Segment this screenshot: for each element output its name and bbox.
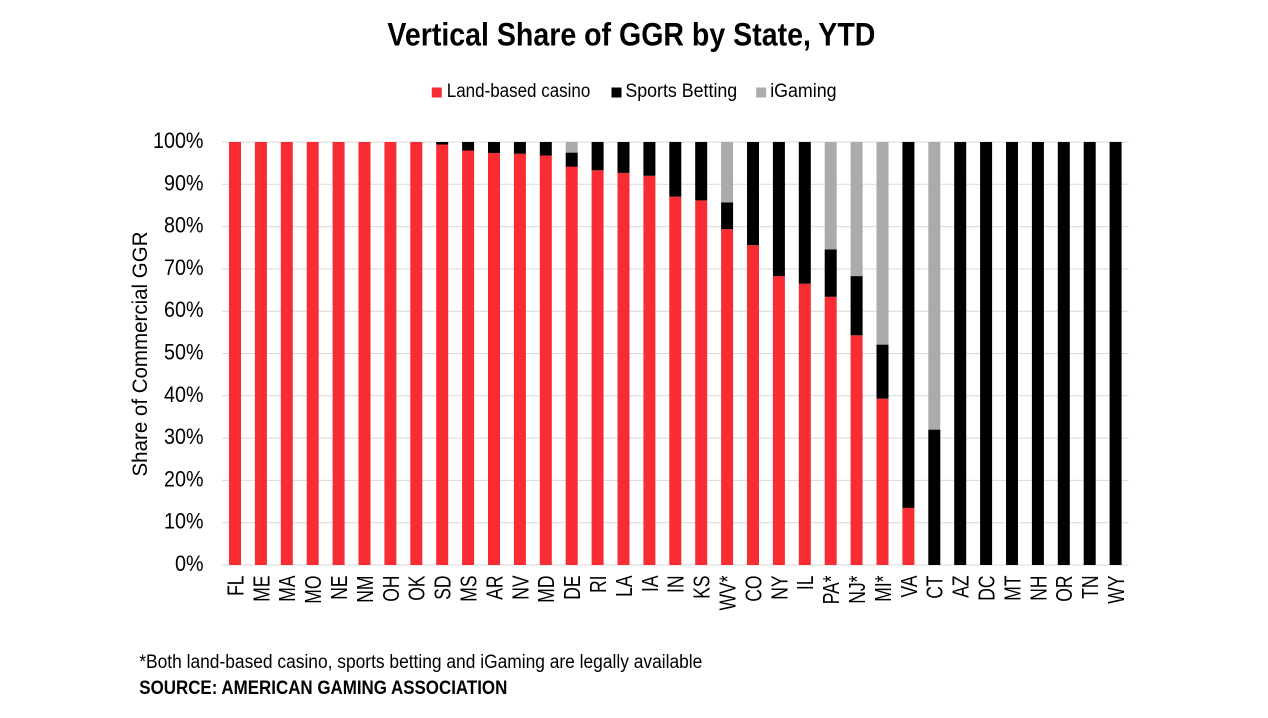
svg-text:MT: MT: [999, 575, 1025, 600]
svg-text:90%: 90%: [164, 170, 204, 195]
svg-text:LA: LA: [611, 575, 637, 597]
svg-text:RI: RI: [585, 576, 611, 594]
svg-text:MD: MD: [533, 576, 559, 603]
svg-text:VA: VA: [896, 575, 922, 597]
svg-text:MS: MS: [456, 576, 482, 602]
svg-text:AZ: AZ: [948, 576, 974, 598]
svg-text:0%: 0%: [175, 551, 204, 576]
svg-text:TN: TN: [1077, 576, 1103, 599]
svg-text:50%: 50%: [164, 340, 204, 365]
svg-text:SD: SD: [430, 576, 456, 600]
svg-text:WY: WY: [1103, 576, 1129, 604]
svg-text:PA*: PA*: [818, 575, 844, 604]
svg-text:Sports Betting: Sports Betting: [625, 81, 737, 102]
svg-text:NV: NV: [507, 575, 533, 600]
svg-text:Share of Commercial GGR: Share of Commercial GGR: [129, 232, 152, 477]
svg-text:20%: 20%: [164, 466, 204, 491]
svg-text:IN: IN: [663, 576, 689, 594]
svg-text:MA: MA: [274, 575, 300, 602]
svg-text:70%: 70%: [164, 255, 204, 280]
svg-text:30%: 30%: [164, 424, 204, 449]
svg-text:MO: MO: [300, 576, 326, 604]
svg-text:10%: 10%: [164, 509, 204, 534]
svg-text:AR: AR: [481, 576, 507, 600]
svg-text:DE: DE: [559, 576, 585, 600]
svg-text:Land-based casino: Land-based casino: [447, 81, 591, 102]
svg-text:SOURCE: AMERICAN GAMING ASSOCI: SOURCE: AMERICAN GAMING ASSOCIATION: [139, 677, 507, 699]
svg-text:OK: OK: [404, 575, 430, 601]
svg-text:ME: ME: [248, 576, 274, 602]
svg-text:*Both land-based casino, sport: *Both land-based casino, sports betting …: [139, 652, 702, 673]
svg-text:NM: NM: [352, 576, 378, 603]
svg-text:NE: NE: [326, 576, 352, 600]
svg-text:IL: IL: [792, 575, 818, 590]
svg-text:80%: 80%: [164, 213, 204, 238]
svg-text:CT: CT: [922, 576, 948, 599]
svg-text:OR: OR: [1051, 576, 1077, 602]
svg-text:NJ*: NJ*: [844, 575, 870, 603]
svg-text:40%: 40%: [164, 382, 204, 407]
svg-text:iGaming: iGaming: [770, 81, 836, 102]
svg-text:NH: NH: [1025, 576, 1051, 601]
svg-text:FL: FL: [222, 575, 248, 596]
svg-text:100%: 100%: [153, 128, 204, 153]
svg-text:OH: OH: [378, 576, 404, 602]
svg-text:MI*: MI*: [870, 575, 896, 601]
svg-text:Vertical Share of GGR by State: Vertical Share of GGR by State, YTD: [387, 16, 875, 52]
svg-text:DC: DC: [974, 576, 1000, 601]
svg-text:NY: NY: [766, 576, 792, 600]
svg-text:IA: IA: [637, 575, 663, 592]
svg-text:WV*: WV*: [715, 575, 741, 610]
svg-text:KS: KS: [689, 576, 715, 599]
svg-text:60%: 60%: [164, 297, 204, 322]
svg-text:CO: CO: [740, 576, 766, 602]
